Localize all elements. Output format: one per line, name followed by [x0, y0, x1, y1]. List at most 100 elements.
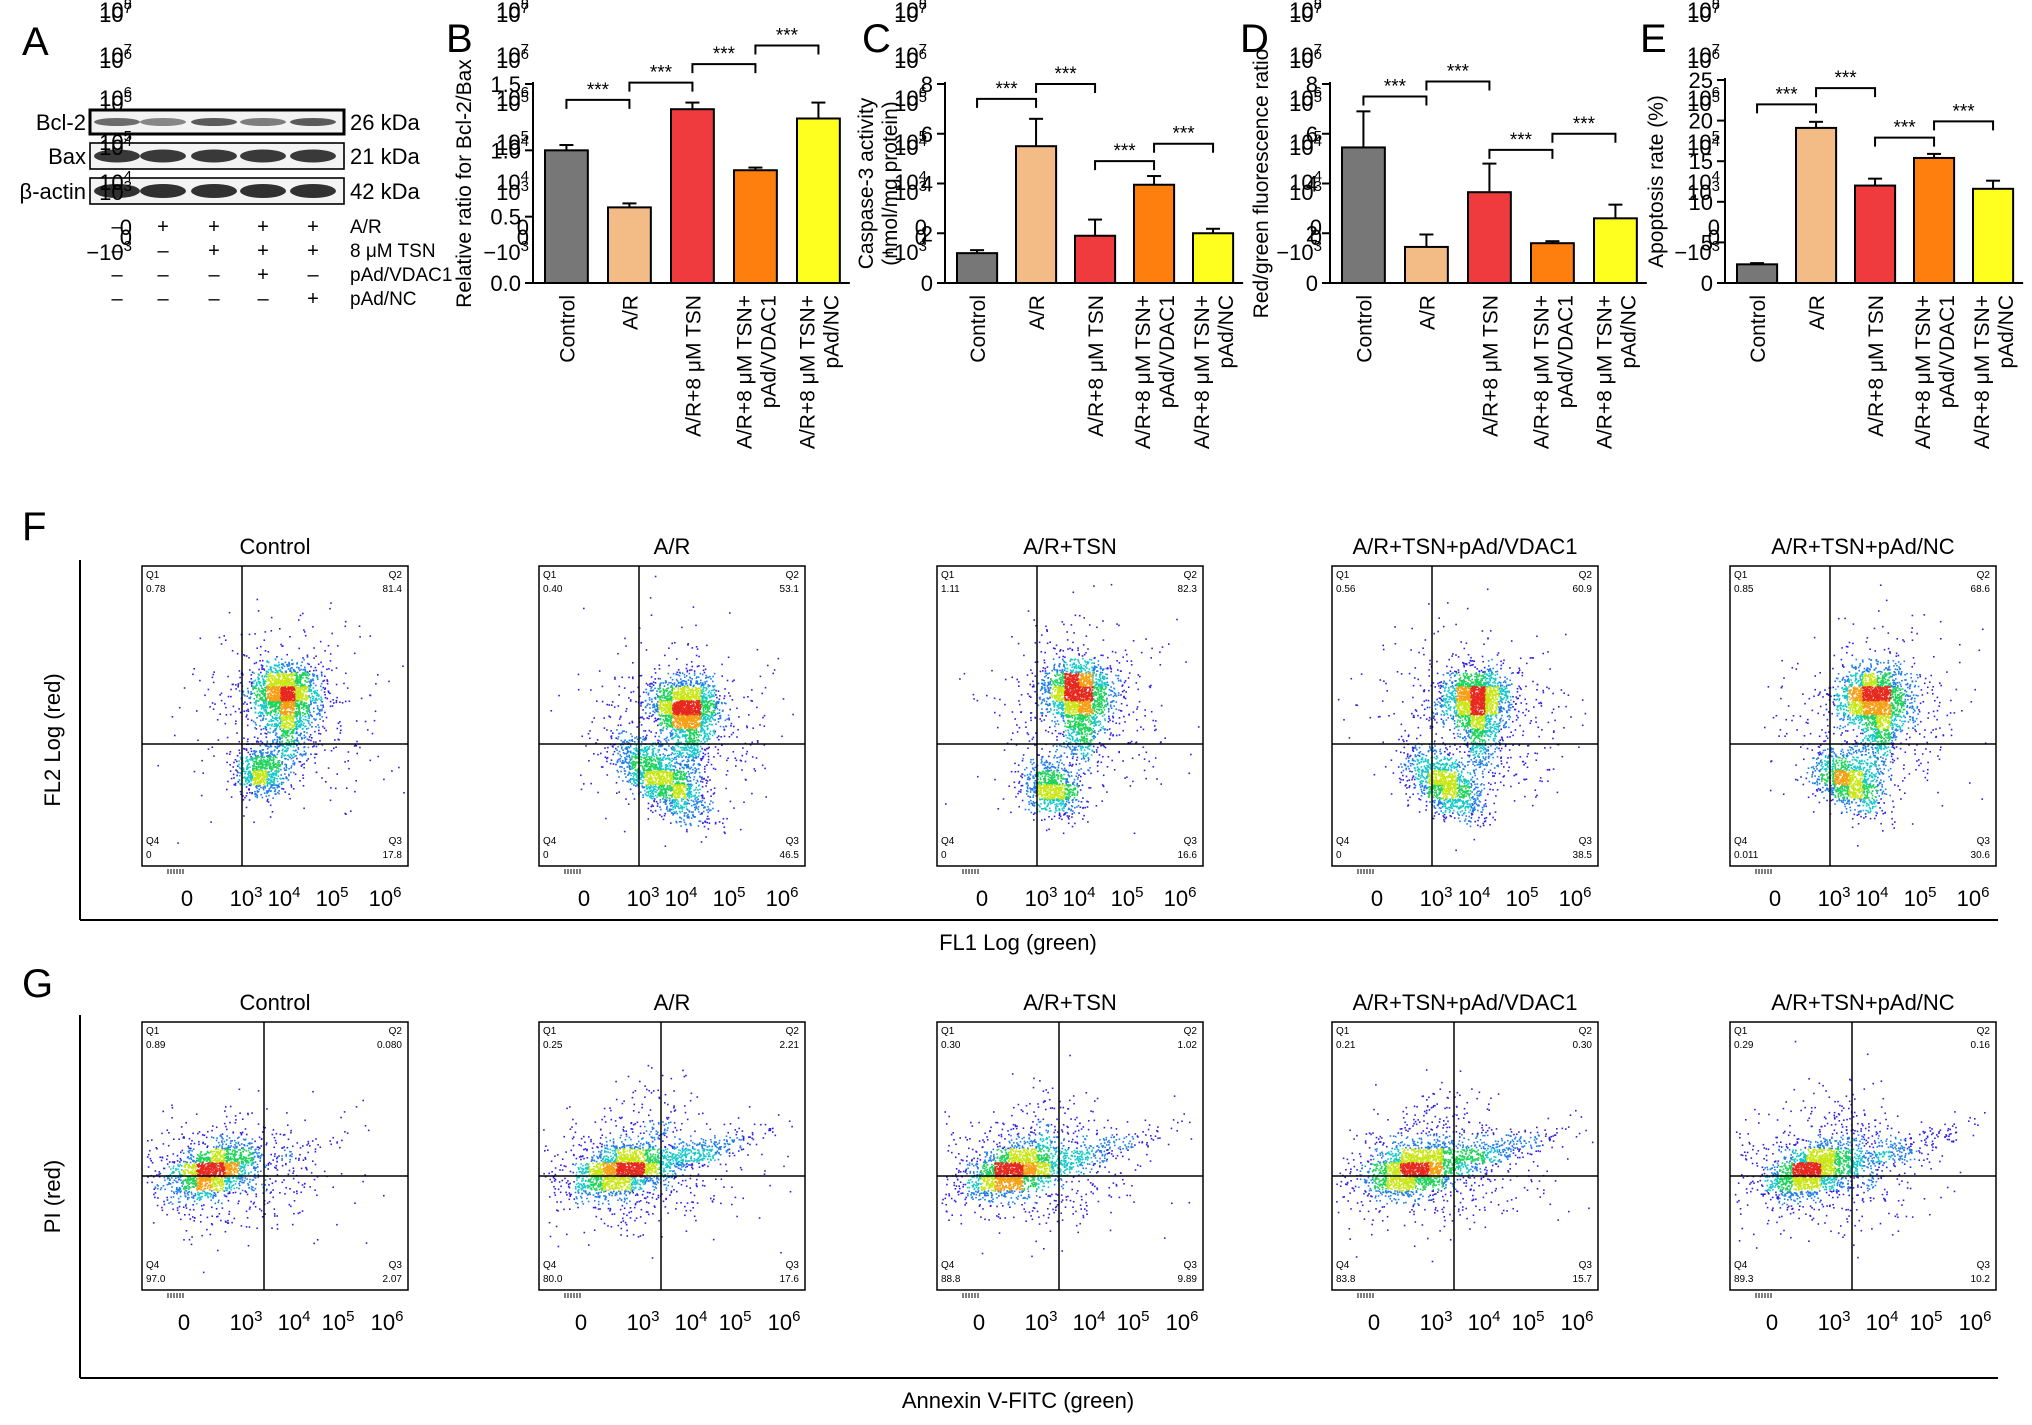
- event-dot: [354, 790, 356, 793]
- event-dot: [717, 810, 720, 812]
- event-dot: [664, 802, 667, 804]
- event-dot: [284, 699, 287, 702]
- event-dot: [706, 747, 708, 750]
- event-dot: [299, 721, 301, 723]
- event-dot: [340, 729, 342, 732]
- event-dot: [273, 776, 276, 779]
- event-dot: [293, 725, 296, 727]
- event-dot: [711, 695, 714, 698]
- event-dot: [403, 792, 405, 794]
- event-dot: [688, 749, 690, 751]
- category-label: A/R+8 μM TSN: [1479, 295, 1502, 437]
- band-size: 26 kDa: [350, 110, 420, 135]
- event-dot: [640, 724, 643, 726]
- event-dot: [703, 686, 706, 689]
- event-dot: [713, 792, 716, 794]
- event-dot: [224, 722, 227, 725]
- event-dot: [270, 710, 272, 713]
- event-dot: [691, 647, 694, 649]
- event-dot: [265, 698, 268, 701]
- event-dot: [622, 759, 624, 762]
- event-dot: [227, 780, 229, 783]
- bar: [1015, 145, 1058, 284]
- event-dot: [644, 754, 646, 756]
- event-dot: [296, 751, 299, 754]
- event-dot: [628, 771, 630, 774]
- event-dot: [271, 725, 273, 727]
- event-dot: [666, 736, 668, 739]
- event-dot: [650, 786, 652, 788]
- event-dot: [658, 668, 661, 670]
- event-dot: [326, 668, 328, 671]
- event-dot: [687, 643, 689, 645]
- event-dot: [626, 765, 629, 768]
- event-dot: [272, 674, 274, 677]
- event-dot: [277, 689, 280, 691]
- event-dot: [265, 762, 267, 765]
- event-dot: [675, 756, 677, 759]
- event-dot: [311, 695, 314, 697]
- event-dot: [658, 744, 661, 747]
- event-dot: [732, 731, 735, 734]
- event-dot: [292, 662, 294, 665]
- event-dot: [701, 695, 703, 698]
- event-dot: [293, 728, 296, 730]
- bar: [733, 169, 778, 285]
- event-dot: [271, 682, 273, 684]
- event-dot: [295, 715, 298, 717]
- event-dot: [687, 791, 690, 794]
- event-dot: [688, 785, 691, 788]
- event-dot: [690, 766, 693, 769]
- event-dot: [307, 715, 310, 717]
- event-dot: [307, 696, 310, 699]
- event-dot: [312, 699, 314, 702]
- event-dot: [286, 674, 288, 676]
- event-dot: [258, 777, 260, 780]
- event-dot: [242, 770, 244, 772]
- event-dot: [256, 694, 259, 696]
- significance-label: ***: [1054, 64, 1077, 85]
- event-dot: [183, 687, 186, 689]
- event-dot: [279, 737, 282, 740]
- event-dot: [701, 673, 704, 676]
- event-dot: [263, 699, 265, 702]
- event-dot: [647, 684, 649, 686]
- event-dot: [281, 681, 284, 683]
- event-dot: [246, 756, 248, 758]
- event-dot: [652, 750, 655, 752]
- event-dot: [260, 685, 263, 687]
- event-dot: [690, 661, 693, 663]
- event-dot: [640, 703, 642, 705]
- event-dot: [726, 679, 729, 682]
- event-dot: [698, 811, 700, 813]
- event-dot: [258, 756, 260, 759]
- event-dot: [254, 711, 257, 714]
- event-dot: [272, 766, 274, 769]
- event-dot: [665, 757, 668, 760]
- event-dot: [294, 674, 296, 676]
- event-dot: [681, 731, 683, 733]
- event-dot: [620, 765, 622, 768]
- event-dot: [249, 696, 252, 698]
- event-dot: [353, 745, 356, 747]
- event-dot: [676, 684, 678, 686]
- event-dot: [289, 706, 292, 708]
- event-dot: [675, 820, 677, 823]
- event-dot: [631, 740, 634, 742]
- event-dot: [669, 732, 671, 734]
- event-dot: [700, 794, 703, 797]
- event-dot: [639, 782, 642, 785]
- event-dot: [630, 733, 632, 735]
- event-dot: [257, 678, 260, 681]
- event-dot: [273, 690, 276, 693]
- event-dot: [669, 768, 671, 771]
- event-dot: [261, 674, 263, 677]
- event-dot: [287, 699, 290, 702]
- event-dot: [751, 689, 753, 691]
- event-dot: [618, 750, 621, 753]
- event-dot: [649, 685, 651, 687]
- event-dot: [660, 682, 662, 684]
- event-dot: [266, 758, 269, 761]
- event-dot: [620, 770, 622, 773]
- event-dot: [317, 663, 320, 665]
